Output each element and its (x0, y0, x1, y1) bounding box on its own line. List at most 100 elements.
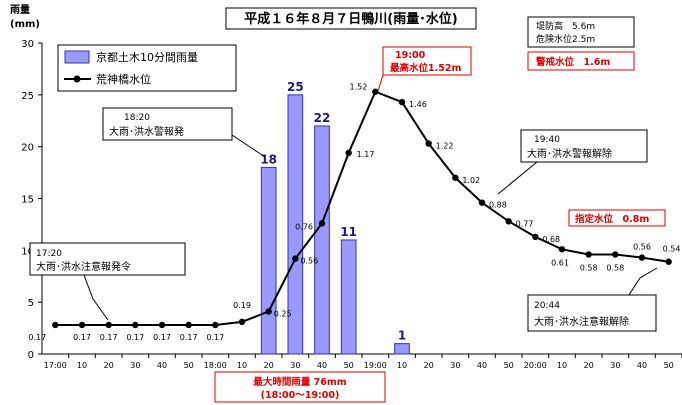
x-tick-label: 10 (77, 361, 87, 370)
water-level-point (665, 258, 672, 265)
designated-level-box (568, 209, 666, 227)
rain-bar (314, 125, 330, 355)
y-tick-label: 5 (28, 298, 34, 309)
x-tick-label: 17:00 (44, 361, 67, 370)
water-level-label: 0.68 (542, 235, 560, 244)
rain-bar-label: 22 (314, 111, 331, 125)
water-level-label: 1.17 (357, 150, 375, 159)
water-level-point (558, 246, 566, 253)
y-tick-label: 15 (21, 195, 34, 206)
rain-bar-label: 18 (260, 152, 277, 166)
warning-1940-text: 大雨･洪水警報解除 (527, 147, 612, 160)
warning-1820-text: 大雨･洪水警報発 (109, 125, 184, 138)
warning-1820-callout (102, 107, 233, 141)
x-tick-label: 50 (184, 361, 194, 370)
water-level-label: 0.54 (663, 245, 681, 254)
x-tick-label: 40 (477, 361, 487, 370)
x-tick-label: 19:00 (364, 361, 387, 370)
water-level-label: 1.22 (436, 142, 454, 151)
water-level-label: 0.25 (274, 309, 292, 318)
peak-callout-pointer (377, 74, 384, 92)
alert-level-box (527, 51, 635, 71)
water-level-label: 0.17 (206, 333, 224, 342)
water-level-label: 0.17 (153, 333, 171, 342)
x-tick-label: 30 (290, 361, 300, 370)
warning-1940-pointer (497, 161, 538, 195)
y-tick-label: 20 (21, 143, 34, 154)
title-box (225, 7, 477, 30)
warning-2044-callout (527, 294, 657, 332)
warning-1720-callout (29, 242, 186, 276)
danger-level-text: 危険水位2.5m (536, 33, 595, 45)
rain-bar (260, 166, 277, 355)
water-level-point (265, 308, 272, 315)
water-level-label: 0.58 (580, 263, 598, 272)
max-rainfall-box (214, 371, 386, 403)
x-tick-label: 40 (637, 361, 647, 370)
x-tick-label: 20 (264, 361, 274, 370)
chart-title: 平成１６年８月７日鴨川(雨量･水位) (244, 11, 457, 27)
designated-level-text: 指定水位 0.8m (575, 213, 649, 225)
water-level-point (478, 199, 486, 206)
water-level-point (638, 254, 646, 261)
water-level-label: 0.76 (295, 222, 313, 231)
water-level-point (585, 251, 592, 258)
warning-2044-pointer (628, 267, 658, 296)
water-level-label: 0.56 (633, 243, 651, 252)
water-level-label: 0.19 (233, 301, 251, 310)
water-level-label: 0.17 (180, 333, 198, 342)
x-tick-label: 20 (104, 361, 114, 370)
x-tick-label: 20 (584, 361, 594, 370)
water-level-point (185, 321, 192, 329)
x-tick-label: 18:00 (204, 361, 227, 370)
warning-2044-time: 20:44 (534, 301, 560, 311)
water-level-label: 1.52 (350, 83, 368, 92)
peak-callout (382, 46, 472, 76)
y-axis-label: 雨量 (10, 3, 30, 16)
x-tick-label: 10 (397, 361, 407, 370)
x-tick-label: 50 (504, 361, 514, 370)
water-level-point (52, 321, 59, 329)
water-level-point (105, 321, 112, 329)
water-level-label: 0.77 (516, 219, 534, 228)
y-tick-label: 25 (21, 91, 34, 102)
x-ticks: 17:00 10 20 30 40 50 18:00 10 20 30 40 50 19:00 10 20 3… (44, 354, 682, 370)
rain-bar-label: 1 (398, 329, 406, 343)
rain-bar (394, 343, 410, 355)
warning-1720-pointer (83, 274, 109, 321)
x-tick-label: 20 (424, 361, 434, 370)
water-level-point (238, 318, 246, 326)
water-level-label: 1.46 (409, 100, 427, 109)
x-tick-label: 30 (130, 361, 140, 370)
peak-time-text: 19:00 (395, 50, 426, 61)
water-level-point (612, 251, 619, 258)
legend-bar-swatch (64, 50, 90, 64)
water-level-point (345, 149, 352, 157)
water-level-label: 0.61 (551, 258, 569, 267)
water-level-label: 0.17 (100, 333, 118, 342)
water-level-point (212, 321, 219, 329)
water-level-point (318, 220, 326, 227)
legend: 京都土木10分間雨量 荒神橋水位 (57, 44, 237, 92)
warning-1820-pointer (231, 134, 266, 158)
warning-1820-time: 18:20 (124, 113, 150, 123)
water-level-label: 0.88 (489, 201, 507, 210)
water-level-series: 0.17 0.17 0.17 0.17 0.17 0.17 0.17 0.19 0.25 0.56… (28, 83, 680, 342)
max-rainfall-period: (18:00～19:00) (261, 390, 340, 401)
warning-1940-callout (520, 129, 648, 163)
y-tick-label: 0 (28, 350, 34, 361)
peak-level-text: 最高水位1.52m (390, 62, 461, 74)
max-rainfall-text: 最大時間雨量 76mm (253, 376, 346, 388)
x-tick-label: 50 (344, 361, 354, 370)
x-tick-label: 30 (450, 361, 460, 370)
rain-bar (287, 94, 304, 355)
water-level-point (425, 140, 432, 147)
water-level-point (452, 174, 459, 181)
x-tick-label: 50 (664, 361, 674, 370)
water-level-label: 0.17 (73, 333, 91, 342)
y-ticks: 0 5 10 15 20 25 30 (21, 39, 42, 361)
legend-bar-label: 京都土木10分間雨量 (96, 50, 198, 64)
x-tick-label: 10 (237, 361, 247, 370)
